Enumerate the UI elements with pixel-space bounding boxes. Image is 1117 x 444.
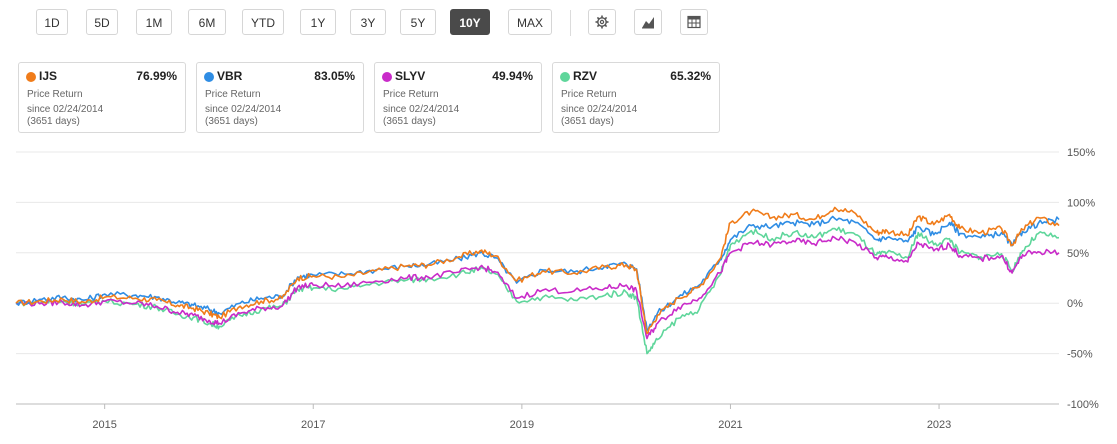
legend-metric: Price Return [561,89,617,100]
legend-value: 83.05% [314,69,355,83]
series-line-ijs [15,206,1060,335]
range-button-6m[interactable]: 6M [188,9,226,35]
range-button-max[interactable]: MAX [508,9,552,35]
y-tick-label: 0% [1067,298,1083,310]
x-tick-label: 2019 [510,419,534,431]
range-button-5y[interactable]: 5Y [400,9,436,35]
chart-type-icon [641,15,655,29]
legend-ticker: IJS [39,69,58,83]
toolbar: 1D 5D 1M 6M YTD 1Y 3Y 5Y 10Y MAX [0,0,1117,48]
legend-days: (3651 days) [27,116,80,127]
gear-icon [595,15,609,29]
legend-card-slyv[interactable]: SLYV 49.94% Price Return since 02/24/2014 (3… [374,62,542,133]
y-tick-label: -50% [1067,349,1093,361]
legend-metric: Price Return [383,89,439,100]
range-button-10y[interactable]: 10Y [450,9,490,35]
range-button-1y[interactable]: 1Y [300,9,336,35]
table-icon [687,15,701,29]
legend-metric: Price Return [27,89,83,100]
y-tick-label: 50% [1067,248,1089,260]
series-line-slyv [15,235,1060,340]
legend-dot [204,72,214,82]
legend-since: since 02/24/2014 [27,104,104,115]
legend-since: since 02/24/2014 [561,104,638,115]
legend-dot [26,72,36,82]
table-button[interactable] [680,9,708,35]
legend-dot [382,72,392,82]
legend-dot [560,72,570,82]
legend-card-vbr[interactable]: VBR 83.05% Price Return since 02/24/2014 (36… [196,62,364,133]
legend-card-rzv[interactable]: RZV 65.32% Price Return since 02/24/2014 (36… [552,62,720,133]
legend-card-ijs[interactable]: IJS 76.99% Price Return since 02/24/2014 (36… [18,62,186,133]
x-tick-label: 2015 [92,419,116,431]
legend-days: (3651 days) [383,116,436,127]
range-button-1m[interactable]: 1M [136,9,172,35]
x-tick-label: 2023 [927,419,951,431]
legend-metric: Price Return [205,89,261,100]
y-tick-label: 150% [1067,147,1095,159]
legend-value: 65.32% [670,69,711,83]
legend-ticker: VBR [217,69,243,83]
y-tick-label: -100% [1067,399,1099,411]
chart-type-button[interactable] [634,9,662,35]
range-button-ytd[interactable]: YTD [242,9,284,35]
y-axis: 150% 100% 50% 0% -50% -100% [1067,147,1099,411]
chart-series [15,206,1060,355]
range-button-3y[interactable]: 3Y [350,9,386,35]
series-line-rzv [15,226,1060,355]
toolbar-separator [570,10,571,36]
y-tick-label: 100% [1067,197,1095,209]
x-tick-label: 2017 [301,419,325,431]
range-button-1d[interactable]: 1D [36,9,68,35]
legend-days: (3651 days) [561,116,614,127]
chart-grid [16,151,1059,405]
legend-ticker: RZV [573,69,597,83]
gear-button[interactable] [588,9,616,35]
legend-since: since 02/24/2014 [205,104,282,115]
legend-since: since 02/24/2014 [383,104,460,115]
legend-ticker: SLYV [395,69,426,83]
series-line-vbr [15,215,1060,332]
legend-days: (3651 days) [205,116,258,127]
x-axis: 2015 2017 2019 2021 2023 [92,404,951,431]
legend-value: 49.94% [492,69,533,83]
x-tick-label: 2021 [718,419,742,431]
range-button-5d[interactable]: 5D [86,9,118,35]
legend-value: 76.99% [136,69,177,83]
